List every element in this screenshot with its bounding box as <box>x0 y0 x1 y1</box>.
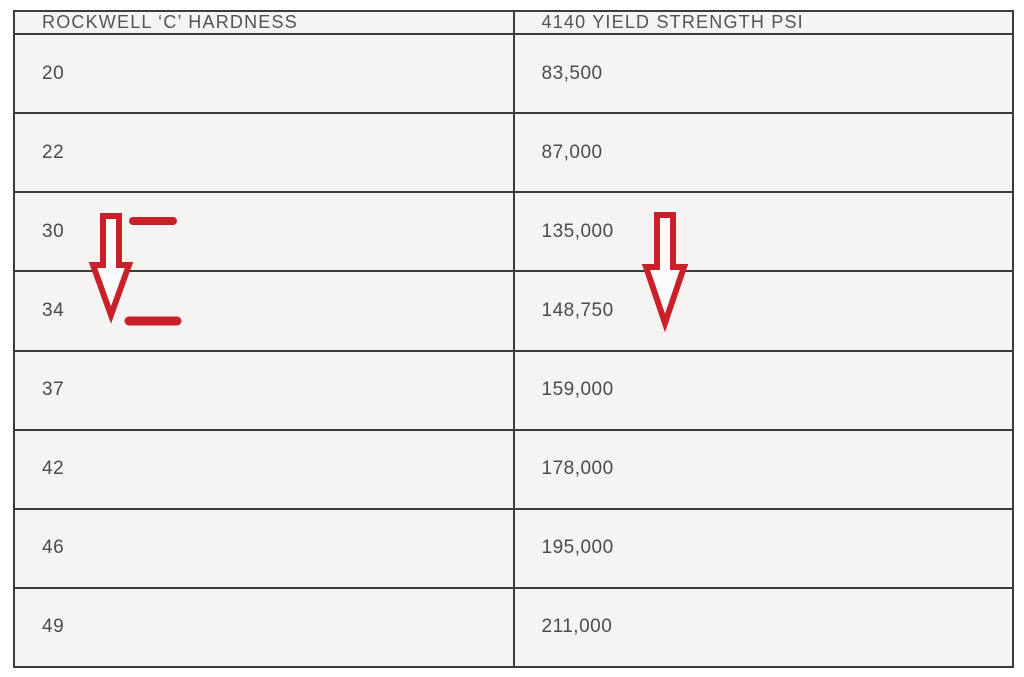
yield-cell: 178,000 <box>512 428 1014 510</box>
table-row: 49 211,000 <box>13 586 1014 669</box>
table-row: 34 148,750 <box>13 270 1014 352</box>
yield-cell: 211,000 <box>512 586 1014 669</box>
table-row: 22 87,000 <box>13 112 1014 194</box>
hardness-cell: 22 <box>13 112 515 194</box>
yield-cell: 195,000 <box>512 507 1014 589</box>
hardness-cell: 49 <box>13 586 515 669</box>
table-row: 46 195,000 <box>13 507 1014 589</box>
yield-cell: 159,000 <box>512 349 1014 431</box>
yield-cell: 135,000 <box>512 191 1014 273</box>
hardness-cell: 46 <box>13 507 515 589</box>
hardness-cell: 37 <box>13 349 515 431</box>
column-header-hardness: ROCKWELL ‘C’ HARDNESS <box>13 10 515 35</box>
table-row: 37 159,000 <box>13 349 1014 431</box>
hardness-cell: 34 <box>13 270 515 352</box>
table-header-row: ROCKWELL ‘C’ HARDNESS 4140 YIELD STRENGT… <box>13 10 1014 35</box>
hardness-cell: 20 <box>13 32 515 115</box>
yield-cell: 148,750 <box>512 270 1014 352</box>
table-row: 30 135,000 <box>13 191 1014 273</box>
column-header-yield: 4140 YIELD STRENGTH PSI <box>512 10 1014 35</box>
hardness-cell: 30 <box>13 191 515 273</box>
table-row: 20 83,500 <box>13 32 1014 115</box>
yield-cell: 83,500 <box>512 32 1014 115</box>
table-row: 42 178,000 <box>13 428 1014 510</box>
yield-cell: 87,000 <box>512 112 1014 194</box>
hardness-yield-table: ROCKWELL ‘C’ HARDNESS 4140 YIELD STRENGT… <box>13 10 1014 669</box>
hardness-cell: 42 <box>13 428 515 510</box>
